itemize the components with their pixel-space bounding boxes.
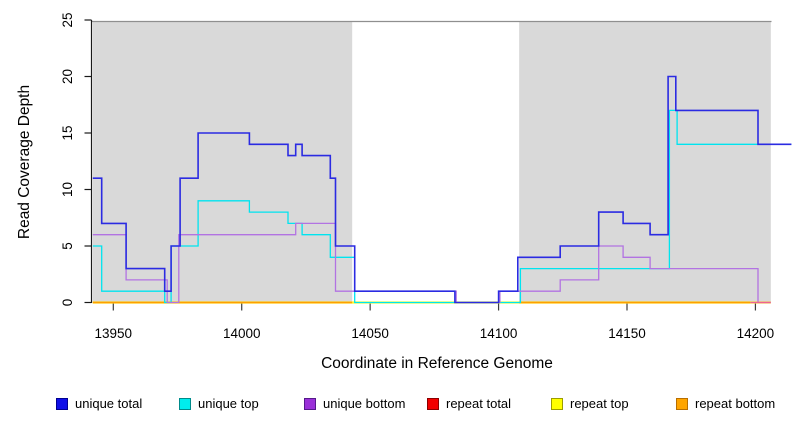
y-axis-title: Read Coverage Depth [16,84,33,240]
legend-swatch-unique-top [179,397,191,410]
legend-label-repeat-total: repeat total [446,396,512,411]
legend-item-repeat-bottom: repeat bottom [676,396,775,411]
legend-swatch-unique-total [56,397,68,410]
legend-item-repeat-total: repeat total [427,396,511,411]
legend-swatch-repeat-top [551,397,563,410]
legend-swatch-unique-bottom [304,397,316,410]
x-axis-tick-label: 13950 [95,326,133,341]
repeat-region-shade [92,21,353,303]
series-line-unique-total [92,75,792,304]
y-axis-tick-label: 25 [60,12,75,27]
legend-item-unique-bottom: unique bottom [304,396,405,411]
legend-swatch-repeat-bottom [676,397,688,410]
legend-item-unique-total: unique total [56,396,142,411]
legend-swatch-repeat-total [427,397,439,410]
x-axis-title: Coordinate in Reference Genome [321,355,553,372]
x-axis-tick-label: 14050 [351,326,389,341]
legend-label-repeat-top: repeat top [570,396,629,411]
y-axis-tick-label: 15 [60,125,75,140]
repeat-region-shade [519,21,771,303]
y-axis-tick-label: 0 [60,299,75,307]
y-axis-tick-label: 20 [60,69,75,84]
legend-label-unique-total: unique total [75,396,143,411]
legend-item-repeat-top: repeat top [551,396,629,411]
y-axis-tick-label: 5 [60,242,75,250]
series-line-unique-top [92,109,792,304]
x-axis-tick-label: 14100 [480,326,518,341]
legend-label-unique-top: unique top [198,396,259,411]
x-axis-tick-label: 14150 [608,326,646,341]
legend-label-repeat-bottom: repeat bottom [695,396,776,411]
y-axis-tick-label: 10 [60,182,75,197]
legend-item-unique-top: unique top [179,396,259,411]
legend-label-unique-bottom: unique bottom [323,396,406,411]
x-axis-tick-label: 14200 [737,326,775,341]
x-axis-tick-label: 14000 [223,326,261,341]
